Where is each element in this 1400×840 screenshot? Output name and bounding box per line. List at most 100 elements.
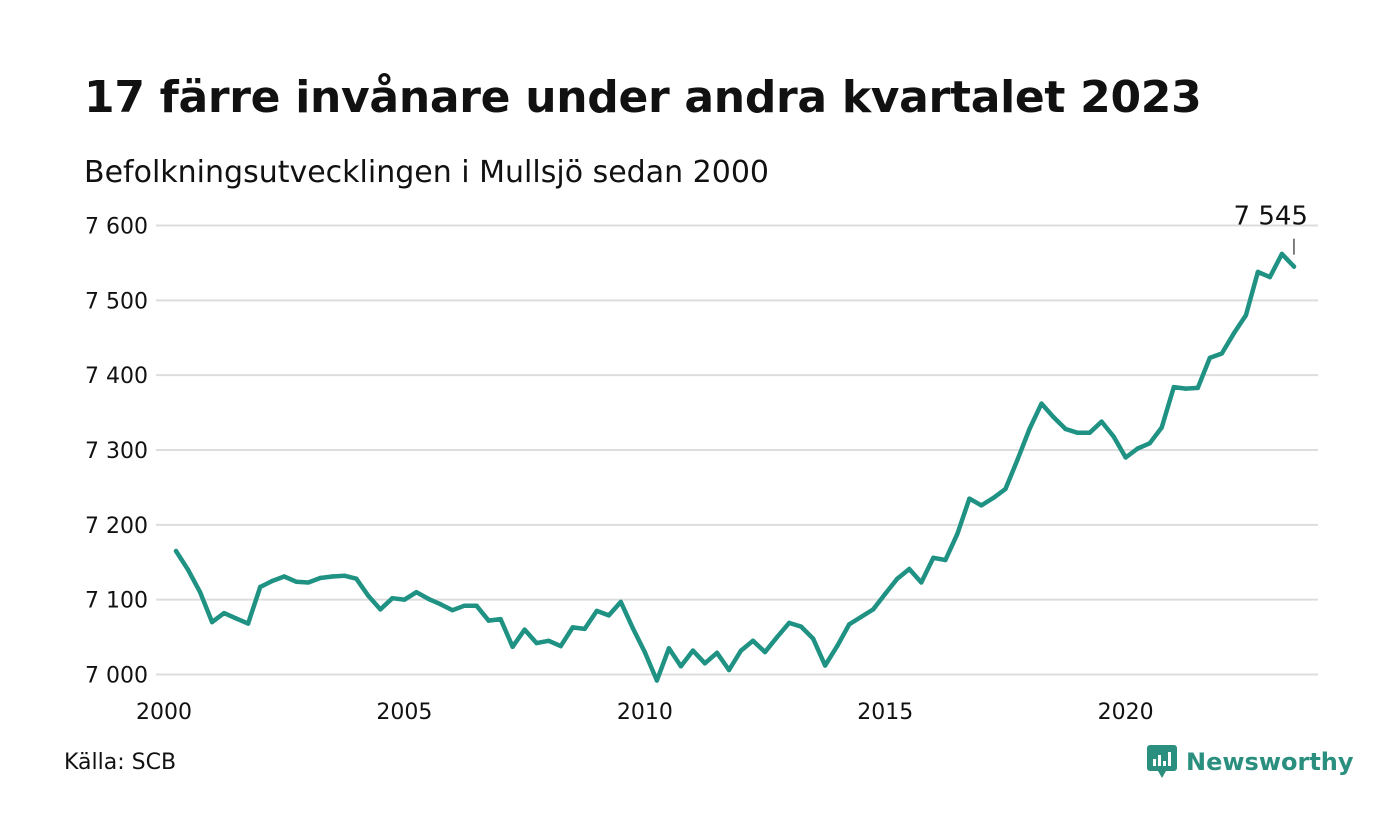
data-point — [1243, 313, 1249, 318]
data-point — [738, 648, 744, 653]
data-point — [233, 616, 239, 621]
data-point — [534, 640, 539, 646]
data-point — [366, 593, 371, 599]
data-point — [1075, 430, 1080, 435]
data-point — [414, 589, 419, 595]
data-point — [1039, 401, 1044, 406]
data-point — [1099, 419, 1104, 424]
data-point — [859, 614, 864, 620]
data-point — [1123, 455, 1128, 460]
data-point — [726, 667, 732, 673]
data-point — [378, 607, 383, 612]
y-axis-tick-labels: 7 000 7 100 7 200 7 300 7 400 7 500 7 600 — [85, 214, 148, 688]
data-point — [402, 597, 407, 602]
data-point — [1291, 264, 1297, 269]
data-point — [642, 649, 648, 655]
data-point — [474, 603, 479, 608]
newsworthy-logo-icon — [1147, 745, 1177, 778]
y-tick-label: 7 400 — [85, 364, 148, 389]
data-point — [426, 596, 431, 602]
data-point — [931, 555, 936, 560]
data-point — [510, 644, 515, 650]
data-point — [1147, 441, 1152, 446]
data-point — [558, 643, 563, 649]
y-tick-label: 7 500 — [85, 289, 148, 314]
data-point — [810, 636, 816, 641]
data-point — [306, 580, 311, 585]
data-point — [871, 607, 876, 612]
x-tick-label: 2020 — [1098, 700, 1154, 725]
y-tick-label: 7 600 — [85, 214, 148, 239]
data-point — [618, 599, 623, 605]
data-point — [955, 531, 960, 537]
data-point — [1207, 355, 1213, 361]
data-point — [895, 576, 900, 581]
brand-name: Newsworthy — [1186, 748, 1354, 776]
data-point — [774, 634, 780, 640]
data-point — [498, 616, 503, 622]
data-point — [257, 584, 263, 590]
data-point — [173, 548, 179, 554]
data-point — [438, 601, 443, 607]
data-point — [582, 626, 587, 632]
data-point — [221, 610, 227, 616]
y-tick-label: 7 000 — [85, 664, 148, 689]
data-point — [1111, 434, 1116, 439]
data-point — [967, 496, 972, 501]
data-point — [834, 643, 840, 649]
brand-logo: Newsworthy — [1146, 744, 1354, 780]
data-point — [786, 620, 792, 626]
data-point — [282, 574, 287, 579]
data-point — [798, 624, 804, 629]
data-point — [330, 574, 335, 579]
data-point — [1159, 425, 1164, 430]
x-tick-label: 2015 — [857, 700, 913, 725]
data-point — [1231, 331, 1237, 336]
data-point — [342, 573, 347, 578]
data-point — [197, 589, 203, 595]
data-point — [1087, 430, 1092, 435]
data-point — [943, 557, 948, 563]
data-point — [762, 649, 768, 655]
data-point — [390, 595, 395, 601]
data-point — [1051, 414, 1056, 420]
data-point — [919, 580, 924, 585]
data-point — [1015, 457, 1020, 462]
data-point — [354, 576, 359, 581]
source-note: Källa: SCB — [64, 750, 177, 775]
x-tick-label: 2010 — [617, 700, 673, 725]
data-point — [991, 495, 996, 501]
data-point — [462, 603, 467, 608]
data-point — [1003, 486, 1008, 492]
data-point — [546, 638, 551, 644]
data-point — [1027, 426, 1032, 432]
data-point — [1183, 386, 1188, 391]
data-point — [678, 664, 684, 669]
x-tick-label: 2005 — [376, 700, 432, 725]
data-point — [979, 503, 984, 508]
data-point — [1279, 251, 1285, 257]
data-point — [1171, 384, 1176, 390]
chart-subtitle: Befolkningsutvecklingen i Mullsjö sedan … — [84, 155, 769, 190]
data-point — [318, 575, 323, 581]
data-point — [883, 591, 888, 596]
series-layer — [173, 251, 1297, 683]
data-point — [630, 625, 636, 631]
data-point — [1267, 274, 1273, 280]
data-point — [450, 607, 455, 613]
data-point — [702, 661, 708, 666]
x-tick-label: 2000 — [136, 700, 192, 725]
gridlines — [156, 224, 1318, 676]
y-tick-label: 7 200 — [85, 514, 148, 539]
data-point — [1195, 385, 1200, 391]
data-point — [714, 650, 720, 656]
y-tick-label: 7 100 — [85, 589, 148, 614]
data-point — [269, 578, 275, 584]
data-point — [666, 646, 672, 651]
data-point — [907, 566, 912, 572]
data-point — [654, 678, 660, 683]
data-point — [486, 618, 491, 623]
data-point — [1063, 426, 1068, 432]
data-point — [690, 648, 696, 653]
